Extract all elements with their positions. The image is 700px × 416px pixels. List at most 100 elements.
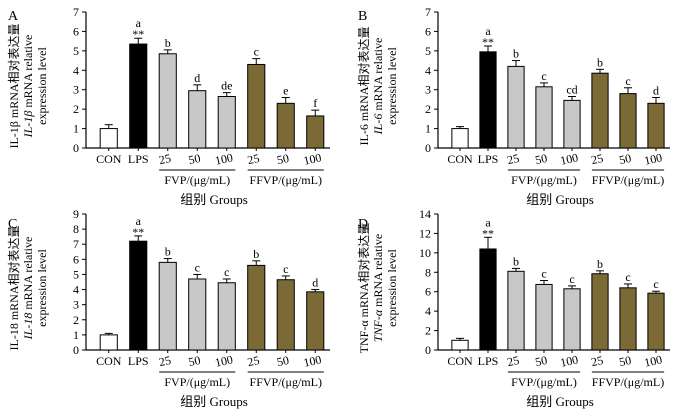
y-axis-title-rest: mRNA relative bbox=[371, 38, 385, 114]
x-tick-label: CON bbox=[447, 354, 473, 368]
group-label: FVP/(μg/mL) bbox=[164, 375, 230, 389]
y-tick-label: 12 bbox=[419, 226, 431, 240]
x-tick-label: 50 bbox=[276, 151, 291, 167]
x-tick-label: 100 bbox=[302, 352, 323, 369]
significance-letter: a bbox=[485, 215, 491, 229]
significance-stars: ** bbox=[132, 225, 144, 239]
significance-letter: a bbox=[485, 24, 491, 38]
bar-ffvp bbox=[247, 264, 266, 351]
bar-fvp bbox=[158, 53, 177, 149]
y-tick-label: 7 bbox=[425, 5, 431, 19]
x-tick-label: LPS bbox=[128, 354, 149, 368]
group-label: FFVP/(μg/mL) bbox=[592, 375, 664, 389]
x-tick-label: 100 bbox=[643, 352, 664, 369]
significance-stars: ** bbox=[132, 27, 144, 41]
bar-fvp bbox=[563, 99, 581, 149]
y-tick-label: 6 bbox=[73, 24, 79, 38]
x-tick-label: 50 bbox=[534, 151, 549, 167]
y-tick-label: 0 bbox=[425, 141, 431, 155]
x-tick-label: 50 bbox=[187, 353, 202, 369]
bar-ffvp bbox=[276, 102, 295, 149]
y-tick-label: 9 bbox=[73, 207, 79, 221]
bar-lps bbox=[129, 43, 148, 149]
y-axis-title-gene: IL-1β bbox=[21, 111, 35, 139]
x-tick-label: LPS bbox=[478, 354, 499, 368]
significance-letter: cd bbox=[566, 83, 577, 97]
x-tick-label: LPS bbox=[478, 152, 499, 166]
significance-stars: ** bbox=[482, 226, 494, 240]
bar-ffvp bbox=[276, 279, 295, 351]
y-tick-label: 8 bbox=[425, 265, 431, 279]
y-axis-title-cn: IL-1β mRNA相对表达量 bbox=[7, 23, 21, 148]
y-tick-label: 7 bbox=[73, 237, 79, 251]
y-axis-title-cn: TNF-α mRNA相对表达量 bbox=[357, 223, 371, 354]
significance-letter: de bbox=[221, 79, 232, 93]
x-tick-label: 25 bbox=[506, 353, 521, 369]
significance-letter: c bbox=[569, 272, 574, 286]
y-tick-label: 14 bbox=[419, 207, 431, 221]
y-tick-label: 5 bbox=[425, 44, 431, 58]
x-tick-label: 50 bbox=[534, 353, 549, 369]
y-tick-label: 4 bbox=[425, 63, 431, 77]
significance-letter: b bbox=[165, 36, 171, 50]
y-axis-title-line2: expression level bbox=[385, 249, 399, 327]
significance-letter: e bbox=[283, 83, 288, 97]
chart-panel-a: A 0 1 2 3 4 5 6 7 IL-1β mRNA相对表达量IL-1β mRNA relat… bbox=[7, 5, 330, 207]
y-tick-label: 6 bbox=[425, 285, 431, 299]
x-tick-label: LPS bbox=[128, 152, 149, 166]
bar-lps bbox=[479, 248, 497, 351]
y-tick-label: 1 bbox=[73, 122, 79, 136]
bar-fvp bbox=[158, 261, 177, 351]
x-tick-label: CON bbox=[447, 152, 473, 166]
significance-letter: d bbox=[194, 71, 200, 85]
y-axis-title-rest: mRNA relative bbox=[371, 234, 385, 310]
x-axis-title: 组别 Groups bbox=[180, 192, 248, 207]
bar-fvp bbox=[535, 283, 553, 351]
y-tick-label: 8 bbox=[73, 222, 79, 236]
x-tick-label: 50 bbox=[276, 353, 291, 369]
bar-fvp bbox=[507, 270, 525, 351]
y-tick-label: 0 bbox=[73, 343, 79, 357]
significance-letter: b bbox=[165, 245, 171, 259]
significance-letter: c bbox=[541, 69, 546, 83]
x-tick-label: 50 bbox=[618, 151, 633, 167]
y-axis-title-cn: IL-18 mRNA相对表达量 bbox=[7, 226, 21, 351]
bar-ffvp bbox=[591, 273, 609, 351]
bar-fvp bbox=[188, 278, 207, 351]
x-tick-label: 25 bbox=[158, 151, 173, 167]
bar-con bbox=[99, 128, 118, 149]
group-label: FFVP/(μg/mL) bbox=[250, 375, 322, 389]
significance-letter: c bbox=[254, 45, 259, 59]
y-tick-label: 2 bbox=[425, 324, 431, 338]
x-axis-title: 组别 Groups bbox=[526, 394, 594, 409]
group-label: FVP/(μg/mL) bbox=[164, 173, 230, 187]
significance-letter: f bbox=[313, 96, 317, 110]
significance-letter: c bbox=[541, 267, 546, 281]
significance-letter: c bbox=[224, 265, 229, 279]
x-tick-label: 100 bbox=[214, 352, 235, 369]
y-tick-label: 10 bbox=[419, 246, 431, 260]
significance-letter: a bbox=[136, 16, 142, 30]
group-label: FVP/(μg/mL) bbox=[511, 375, 577, 389]
y-axis-title-line2: expression level bbox=[385, 47, 399, 125]
y-axis-title-line2: expression level bbox=[35, 47, 49, 125]
x-tick-label: 25 bbox=[246, 151, 261, 167]
y-axis-title: IL-6 mRNA相对表达量IL-6 mRNA relativeexpressi… bbox=[357, 27, 399, 146]
y-tick-label: 2 bbox=[73, 313, 79, 327]
x-axis-title: 组别 Groups bbox=[180, 394, 248, 409]
significance-stars: ** bbox=[482, 35, 494, 49]
y-tick-label: 6 bbox=[73, 252, 79, 266]
significance-letter: c bbox=[625, 270, 630, 284]
bar-con bbox=[451, 128, 469, 149]
bar-ffvp bbox=[619, 93, 637, 149]
y-tick-label: 3 bbox=[425, 83, 431, 97]
bar-ffvp bbox=[647, 102, 665, 149]
y-tick-label: 0 bbox=[425, 343, 431, 357]
group-label: FFVP/(μg/mL) bbox=[250, 173, 322, 187]
significance-letter: d bbox=[653, 83, 659, 97]
y-axis-title-en: IL-6 mRNA relative bbox=[371, 38, 385, 136]
significance-letter: b bbox=[513, 47, 519, 61]
y-tick-label: 1 bbox=[425, 122, 431, 136]
bar-fvp bbox=[507, 65, 525, 149]
